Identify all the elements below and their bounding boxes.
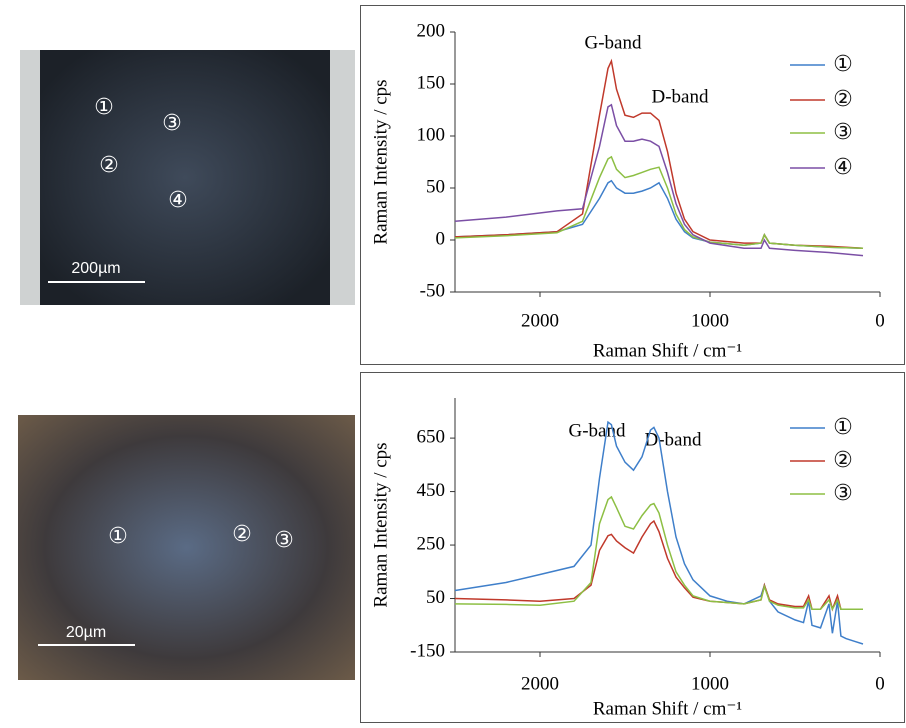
legend-label: ① (833, 415, 853, 440)
series-line (454, 155, 864, 250)
y-tick-label: 50 (426, 587, 445, 608)
x-axis-label: Raman Shift / cm⁻¹ (593, 698, 743, 719)
series-line (454, 420, 864, 645)
series-line (454, 495, 863, 612)
annotation: G-band (585, 32, 642, 53)
x-tick-label: 2000 (521, 673, 559, 694)
y-tick-label: 0 (436, 228, 446, 249)
series-line (454, 179, 864, 250)
spot-label: ④ (168, 188, 188, 213)
y-tick-label: 650 (417, 426, 446, 447)
y-tick-label: 200 (417, 20, 446, 41)
y-tick-label: 150 (417, 72, 446, 93)
y-tick-label: 100 (417, 124, 446, 145)
y-tick-label: 50 (426, 176, 445, 197)
chart-frame (360, 5, 905, 365)
series-line (454, 519, 863, 612)
annotation: D-band (652, 86, 709, 107)
spot-label: ② (232, 522, 252, 547)
spot-label: ① (94, 95, 114, 120)
spot-label: ② (99, 153, 119, 178)
image-bg (18, 415, 355, 680)
x-axis-label: Raman Shift / cm⁻¹ (593, 340, 743, 361)
annotation: D-band (645, 429, 702, 450)
scale-bar-label: 20µm (66, 624, 106, 641)
y-tick-label: 450 (417, 480, 446, 501)
x-tick-label: 2000 (521, 310, 559, 331)
y-tick-label: -50 (420, 280, 445, 301)
spot-label: ① (108, 524, 128, 549)
spot-label: ③ (274, 528, 294, 553)
micrograph-2: ① ② ③ 20µm (18, 415, 355, 680)
legend-label: ③ (833, 481, 853, 506)
y-axis-label: Raman Intensity / cps (370, 442, 391, 607)
scale-bar-label: 200µm (71, 260, 120, 277)
spot-label: ③ (162, 111, 182, 136)
x-tick-label: 0 (875, 310, 885, 331)
legend-label: ① (833, 52, 853, 77)
legend-label: ② (833, 87, 853, 112)
legend-label: ③ (833, 120, 853, 145)
y-tick-label: 250 (417, 533, 446, 554)
annotation: G-band (569, 420, 626, 441)
x-tick-label: 1000 (691, 673, 729, 694)
x-tick-label: 1000 (691, 310, 729, 331)
y-tick-label: -150 (410, 640, 445, 661)
series-line (454, 103, 864, 257)
micrograph-1: ① ② ③ ④ 200µm (20, 50, 355, 305)
legend-label: ④ (833, 155, 853, 180)
legend-label: ② (833, 448, 853, 473)
sample-area (40, 50, 330, 305)
y-axis-label: Raman Intensity / cps (370, 79, 391, 244)
x-tick-label: 0 (875, 673, 885, 694)
